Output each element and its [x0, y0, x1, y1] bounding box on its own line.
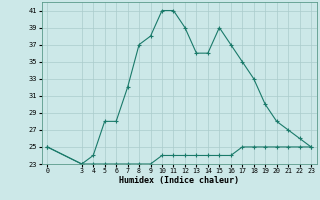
X-axis label: Humidex (Indice chaleur): Humidex (Indice chaleur) — [119, 176, 239, 185]
